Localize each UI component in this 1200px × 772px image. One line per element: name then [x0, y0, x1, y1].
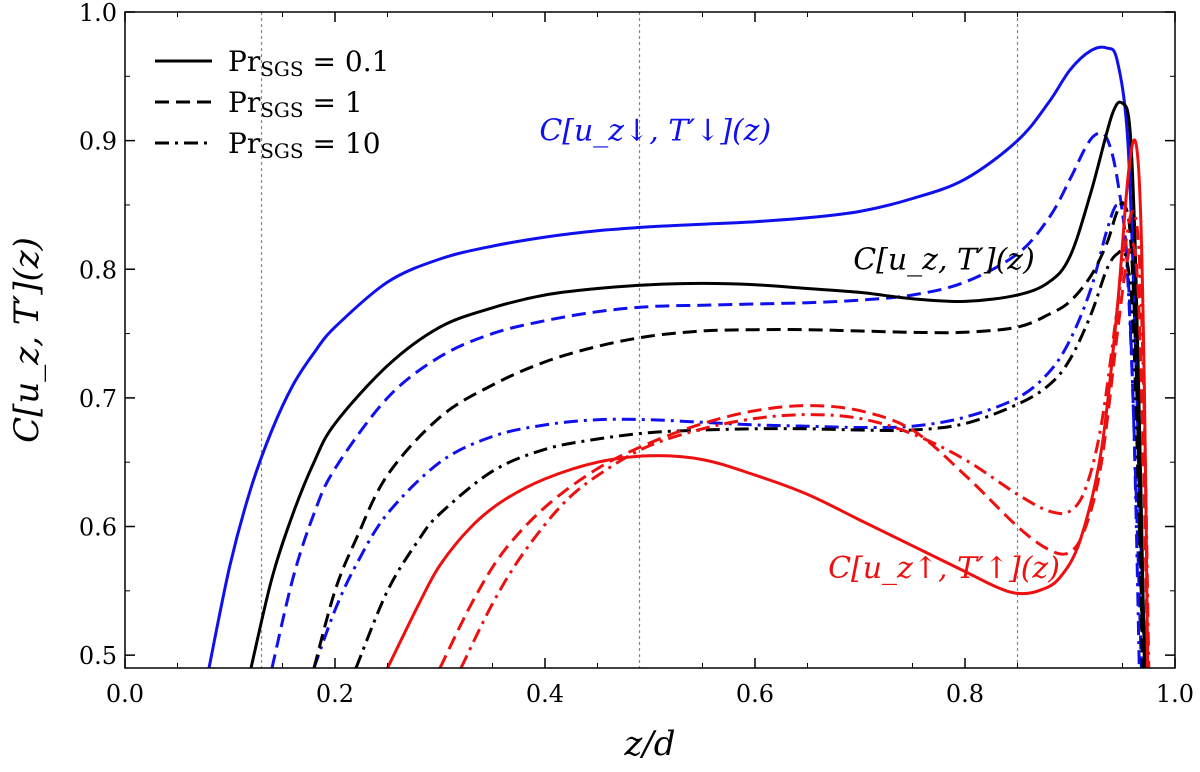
y-tick-label-5: 1.0	[79, 0, 117, 27]
legend-label-0: PrSGS = 0.1	[228, 45, 389, 81]
ticks	[124, 11, 1176, 668]
y-tick-label-4: 0.9	[79, 128, 117, 156]
legend: PrSGS = 0.1 PrSGS = 1 PrSGS = 10	[155, 45, 389, 163]
series-line-8	[459, 209, 1151, 668]
annotation-total: C[u_z, T′](z)	[853, 242, 1035, 277]
series-line-0	[207, 45, 1148, 668]
y-tick-label-2: 0.7	[79, 385, 117, 413]
series-line-1	[270, 131, 1143, 668]
annotation-down: C[u_z↓, T′↓](z)	[539, 114, 771, 149]
legend-label-2: PrSGS = 10	[228, 127, 381, 163]
series-line-2	[312, 202, 1141, 668]
x-tick-label-2: 0.4	[526, 680, 564, 708]
y-tick-label-3: 0.8	[79, 256, 117, 284]
annotations: C[u_z↓, T′↓](z) C[u_z, T′](z) C[u_z↑, T′↑]…	[539, 114, 1060, 586]
annotation-up: C[u_z↑, T′↑](z)	[828, 551, 1060, 586]
series-line-7	[438, 241, 1150, 668]
tick-labels: 0.0 0.2 0.4 0.6 0.8 1.0 0.5 0.6 0.7 0.8 0.9 1.0	[79, 0, 1194, 708]
x-tick-label-4: 0.8	[946, 680, 984, 708]
x-tick-label-0: 0.0	[106, 680, 144, 708]
legend-label-1: PrSGS = 1	[228, 86, 363, 122]
y-tick-label-1: 0.6	[79, 514, 117, 542]
series-line-3	[249, 100, 1146, 668]
x-tick-label-5: 1.0	[1156, 680, 1194, 708]
y-tick-label-0: 0.5	[79, 642, 117, 670]
x-tick-label-1: 0.2	[316, 680, 354, 708]
plot-frame	[124, 11, 1176, 669]
x-tick-label-3: 0.6	[736, 680, 774, 708]
y-axis-label: C[u_z, T′](z)	[7, 237, 47, 443]
reference-lines	[260, 12, 1019, 668]
series-line-6	[386, 138, 1150, 668]
series-group	[207, 45, 1151, 668]
x-axis-label: z/d	[623, 724, 675, 764]
